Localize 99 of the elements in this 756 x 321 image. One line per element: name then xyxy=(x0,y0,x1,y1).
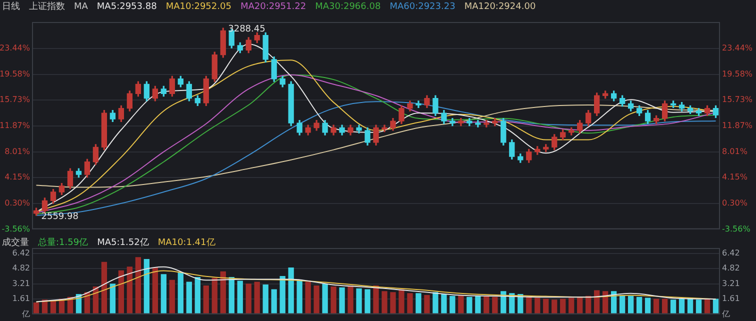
y2-tick-label: 8.01% xyxy=(722,146,748,156)
bar xyxy=(484,296,490,314)
bar xyxy=(288,268,294,314)
y2-tick-label: -3.56% xyxy=(722,224,751,234)
bar xyxy=(416,293,422,314)
y2-tick-label: 15.73% xyxy=(722,95,753,104)
chart-title: 成交量 xyxy=(2,236,29,249)
bar xyxy=(466,296,472,314)
y-tick-label: 8.01% xyxy=(4,146,30,156)
bar xyxy=(160,274,166,314)
y-tick-label: 4.82 xyxy=(12,264,30,273)
text: MA120:2924.00 xyxy=(464,2,536,12)
bar xyxy=(662,298,668,314)
bar xyxy=(670,300,676,314)
bar xyxy=(280,276,286,314)
bar xyxy=(441,294,447,314)
y2-tick-label: 19.58% xyxy=(722,69,753,78)
bar xyxy=(296,280,302,314)
bar xyxy=(552,300,558,314)
annotation: 2559.98 xyxy=(41,212,79,222)
annotation: 3288.45 xyxy=(228,24,266,34)
bar xyxy=(636,296,642,314)
bar xyxy=(126,266,133,314)
y2-tick-label: 0.30% xyxy=(722,198,748,208)
bar xyxy=(237,280,243,314)
bar xyxy=(696,300,702,314)
chart-subtitle: 日线 xyxy=(2,0,20,13)
bar xyxy=(628,296,634,314)
y-tick-label: 6.42 xyxy=(12,248,30,258)
text: MA xyxy=(74,2,88,12)
y-tick-label: 亿 xyxy=(21,309,30,318)
bar xyxy=(101,262,108,314)
bar xyxy=(382,291,388,314)
text: MA20:2951.22 xyxy=(240,2,306,12)
bar xyxy=(653,298,660,314)
bar xyxy=(568,298,574,314)
bar xyxy=(543,298,549,314)
chart-title: 上证指数 xyxy=(29,0,65,13)
text: MA30:2966.08 xyxy=(315,2,381,12)
bar xyxy=(322,284,328,314)
bar xyxy=(356,288,362,314)
bar xyxy=(492,296,498,314)
y2-tick-label: 23.44% xyxy=(722,44,753,53)
text: MA5:1.52亿 xyxy=(97,237,149,249)
bar xyxy=(169,280,175,314)
bar xyxy=(364,289,370,314)
y2-tick-label: 11.87% xyxy=(722,121,753,130)
bar xyxy=(330,286,336,314)
y2-tick-label: 4.15% xyxy=(722,172,748,182)
bar xyxy=(212,278,218,314)
y2-tick-label: 1.61 xyxy=(722,294,740,304)
bar xyxy=(432,292,438,314)
bar xyxy=(220,271,226,314)
bar xyxy=(144,259,150,314)
text: 总量:1.59亿 xyxy=(38,236,88,249)
bar xyxy=(203,286,209,314)
bar xyxy=(348,286,354,314)
bar xyxy=(262,284,268,314)
bar xyxy=(152,268,158,314)
bar xyxy=(271,289,277,314)
bar xyxy=(458,294,464,314)
y-tick-label: -3.56% xyxy=(2,224,30,234)
y-tick-label: 0.30% xyxy=(4,198,30,208)
bar xyxy=(373,286,379,314)
bar xyxy=(110,284,116,314)
bar xyxy=(194,276,200,314)
text: MA10:1.41亿 xyxy=(158,237,216,249)
bar xyxy=(246,284,252,314)
bar xyxy=(407,293,413,314)
y2-tick-label: 亿 xyxy=(721,309,730,318)
y-tick-label: 15.73% xyxy=(0,95,30,104)
y2-tick-label: 3.21 xyxy=(722,278,740,288)
bar xyxy=(560,298,566,314)
bar xyxy=(339,287,345,314)
y-tick-label: 3.21 xyxy=(12,278,30,288)
y-tick-label: 23.44% xyxy=(0,44,30,53)
bar xyxy=(644,298,651,314)
y-tick-label: 19.58% xyxy=(0,69,30,78)
y-tick-label: 1.61 xyxy=(12,294,30,304)
bar xyxy=(398,289,404,314)
text: MA10:2952.05 xyxy=(166,2,232,12)
text: MA60:2923.23 xyxy=(390,2,456,12)
y-tick-label: 4.15% xyxy=(4,172,30,182)
bar xyxy=(450,296,456,314)
y2-tick-label: 4.82 xyxy=(722,264,740,273)
bar xyxy=(118,270,124,314)
bar xyxy=(534,298,540,314)
bar xyxy=(135,257,142,314)
bar xyxy=(186,282,192,314)
y2-tick-label: 6.42 xyxy=(722,248,740,258)
y-tick-label: 11.87% xyxy=(0,121,30,130)
bar xyxy=(475,296,481,314)
bar xyxy=(314,286,320,314)
bar xyxy=(390,292,396,314)
text: MA5:2953.88 xyxy=(96,2,157,12)
bar xyxy=(178,272,184,314)
bar xyxy=(424,294,430,314)
bar xyxy=(305,282,311,314)
bar xyxy=(254,282,260,314)
